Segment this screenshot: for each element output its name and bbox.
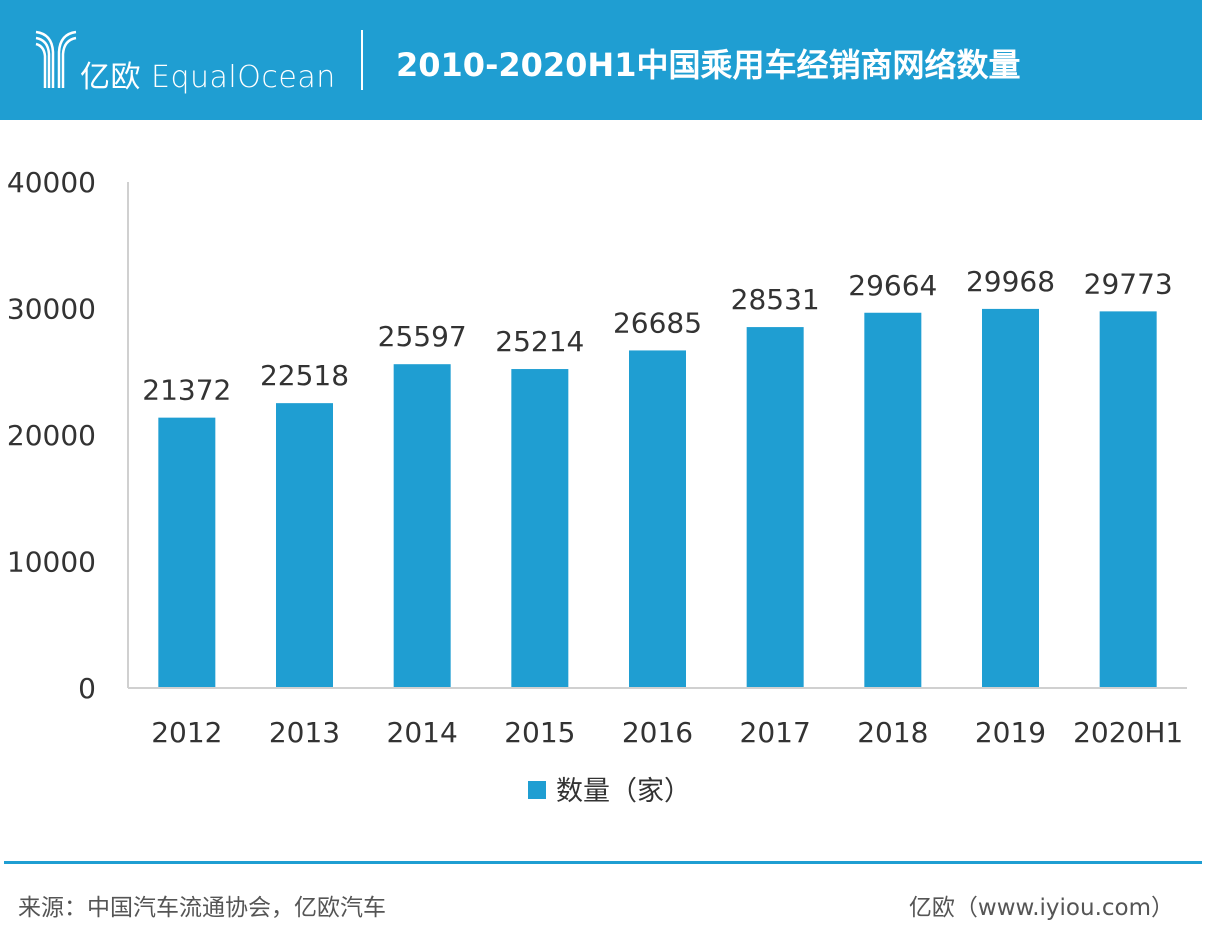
data-label: 29664 [848, 269, 937, 302]
x-tick-label: 2015 [504, 716, 575, 749]
y-tick-label: 40000 [7, 166, 96, 199]
data-label: 26685 [613, 306, 702, 339]
y-tick-label: 20000 [7, 419, 96, 452]
bar [982, 308, 1039, 688]
bar [864, 312, 922, 688]
bar [1099, 311, 1157, 688]
data-label: 25597 [378, 320, 467, 353]
data-label: 21372 [142, 374, 231, 407]
footer-divider [4, 861, 1202, 864]
x-tick-label: 2013 [269, 716, 340, 749]
data-label: 28531 [731, 283, 820, 316]
bar [276, 403, 333, 688]
bar [746, 327, 804, 688]
y-tick-label: 0 [78, 672, 96, 705]
legend-swatch [528, 781, 546, 799]
bar-chart: 0 10000 20000 30000 40000 21372 2012 22518 2013 2… [7, 166, 1187, 807]
y-tick-label: 10000 [7, 546, 96, 579]
x-tick-label: 2016 [622, 716, 693, 749]
bar [511, 369, 569, 688]
x-tick-label: 2014 [387, 716, 458, 749]
data-label: 29773 [1084, 267, 1173, 300]
header-divider [361, 30, 363, 90]
y-tick-label: 30000 [7, 293, 96, 326]
x-tick-label: 2020H1 [1073, 716, 1183, 749]
data-label: 29968 [966, 265, 1055, 298]
credit-note: 亿欧（www.iyiou.com） [908, 895, 1174, 921]
legend-label: 数量（家） [556, 776, 691, 807]
logo-text: 亿欧 EqualOcean [80, 60, 336, 95]
header-banner: 亿欧 EqualOcean 2010-2020H1中国乘用车经销商网络数量 [0, 0, 1202, 120]
data-label: 22518 [260, 359, 349, 392]
equalocean-logo-icon [35, 30, 77, 88]
x-tick-label: 2018 [857, 716, 928, 749]
x-tick-label: 2012 [151, 716, 222, 749]
source-note: 来源：中国汽车流通协会，亿欧汽车 [18, 895, 386, 921]
x-tick-label: 2019 [975, 716, 1046, 749]
x-tick-label: 2017 [740, 716, 811, 749]
data-label: 25214 [495, 325, 584, 358]
bar [629, 350, 686, 688]
bar [393, 364, 451, 688]
bar [158, 417, 216, 688]
page-title: 2010-2020H1中国乘用车经销商网络数量 [396, 46, 1021, 84]
